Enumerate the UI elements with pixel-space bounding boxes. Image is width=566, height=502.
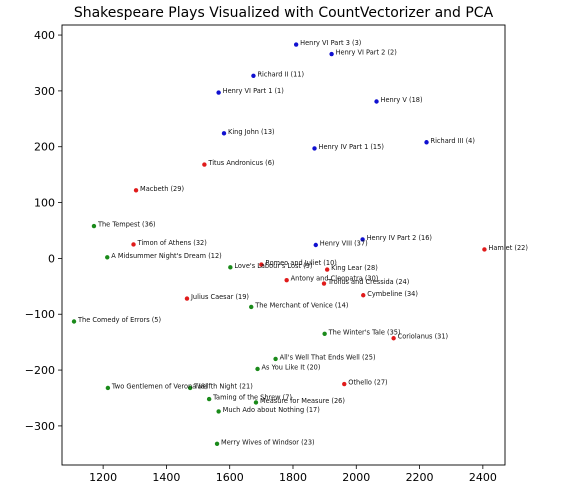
data-point [361,293,366,298]
point-labels: Henry VI Part 3 (3) Henry VI Part 2 (2) Ri… [77,39,528,446]
point-label: Antony and Cleopatra (30) [291,275,379,283]
y-tick-label: 100 [34,197,55,210]
point-label: Henry VI Part 1 (1) [223,87,284,95]
point-label: Taming of the Shrew (7) [212,394,292,402]
point-label: The Comedy of Errors (5) [77,316,161,324]
point-label: Macbeth (29) [140,185,184,193]
data-point [214,441,220,446]
data-point [313,242,318,248]
data-point [206,396,212,402]
data-point [105,255,110,260]
point-label: Romeo and Juliet (10) [265,259,337,267]
data-point [184,296,190,301]
point-label: Henry VIII (37) [320,240,368,248]
point-label: Two Gentlemen of Verona (8) [111,382,208,390]
data-points [71,42,487,446]
data-point [187,385,193,391]
data-point [105,385,111,391]
point-label: Troilus and Cressida (24) [327,278,409,286]
y-tick-label: 200 [34,141,55,154]
data-point [202,162,207,167]
data-point [284,277,289,283]
data-point [374,99,379,104]
y-tick-label: 0 [48,252,55,265]
point-label: All's Well That Ends Well (25) [280,353,376,361]
point-label: Julius Caesar (19) [190,293,249,301]
point-label: Henry IV Part 2 (16) [367,234,432,242]
data-point [259,262,264,267]
data-point [324,267,330,272]
data-point [342,381,347,387]
data-point [360,237,365,242]
data-point [322,331,327,336]
data-point [329,51,334,57]
data-point [251,73,256,79]
point-label: Coriolanus (31) [398,333,449,341]
point-label: Richard II (11) [257,70,304,78]
point-label: A Midsummer Night's Dream (12) [111,252,222,260]
point-label: Measure for Measure (26) [260,397,345,405]
data-point [253,400,259,405]
point-label: Merry Wives of Windsor (23) [221,438,315,446]
data-point [228,265,233,270]
data-point [216,409,221,414]
point-label: Henry VI Part 3 (3) [300,39,361,47]
point-label: Henry IV Part 1 (15) [319,143,384,151]
x-tick-label: 1400 [152,471,180,484]
point-label: King John (13) [228,128,275,136]
data-point [391,336,396,341]
y-tick-label: 300 [34,85,55,98]
point-label: Othello (27) [348,379,387,387]
data-point [321,281,327,286]
data-point [133,188,139,193]
y-axis: −300 −200 −100 0 100 200 300 400 [25,29,62,433]
point-label: Much Ado about Nothing (17) [223,406,320,414]
point-label: King Lear (28) [331,264,378,272]
point-label: Cymbeline (34) [367,290,418,298]
data-point [131,242,136,247]
x-tick-label: 2000 [342,471,370,484]
data-point [312,146,317,151]
data-point [424,140,429,145]
x-axis: 1200 1400 1600 1800 2000 2200 2400 [89,465,497,484]
point-label: Hamlet (22) [488,244,528,252]
data-point [255,366,260,372]
y-tick-label: 400 [34,29,55,42]
data-point [216,90,221,95]
point-label: Henry VI Part 2 (2) [336,49,397,57]
x-tick-label: 1800 [279,471,307,484]
x-tick-label: 2200 [406,471,434,484]
point-label: Love's Labour's Lost (9) [234,262,312,270]
x-tick-label: 1200 [89,471,117,484]
point-label: Titus Andronicus (6) [207,159,274,167]
plot-frame [61,24,506,466]
chart-title: Shakespeare Plays Visualized with CountV… [74,5,494,21]
point-label: Richard III (4) [431,137,475,145]
data-point [293,42,299,47]
data-point [249,304,254,310]
data-point [273,356,278,362]
data-point [91,223,97,229]
data-point [221,131,227,136]
point-label: The Winter's Tale (35) [328,328,401,336]
point-label: The Tempest (36) [97,221,156,229]
point-label: Timon of Athens (32) [137,239,207,247]
x-tick-label: 1600 [216,471,244,484]
y-tick-label: −200 [25,364,55,377]
point-label: The Merchant of Venice (14) [254,301,348,309]
point-label: Henry V (18) [381,96,423,104]
y-tick-label: −300 [25,420,55,433]
point-label: As You Like It (20) [262,363,321,371]
data-point [482,247,487,252]
point-label: Twelfth Night (21) [193,382,253,390]
x-tick-label: 2400 [469,471,497,484]
y-tick-label: −100 [25,308,55,321]
data-point [71,319,77,324]
